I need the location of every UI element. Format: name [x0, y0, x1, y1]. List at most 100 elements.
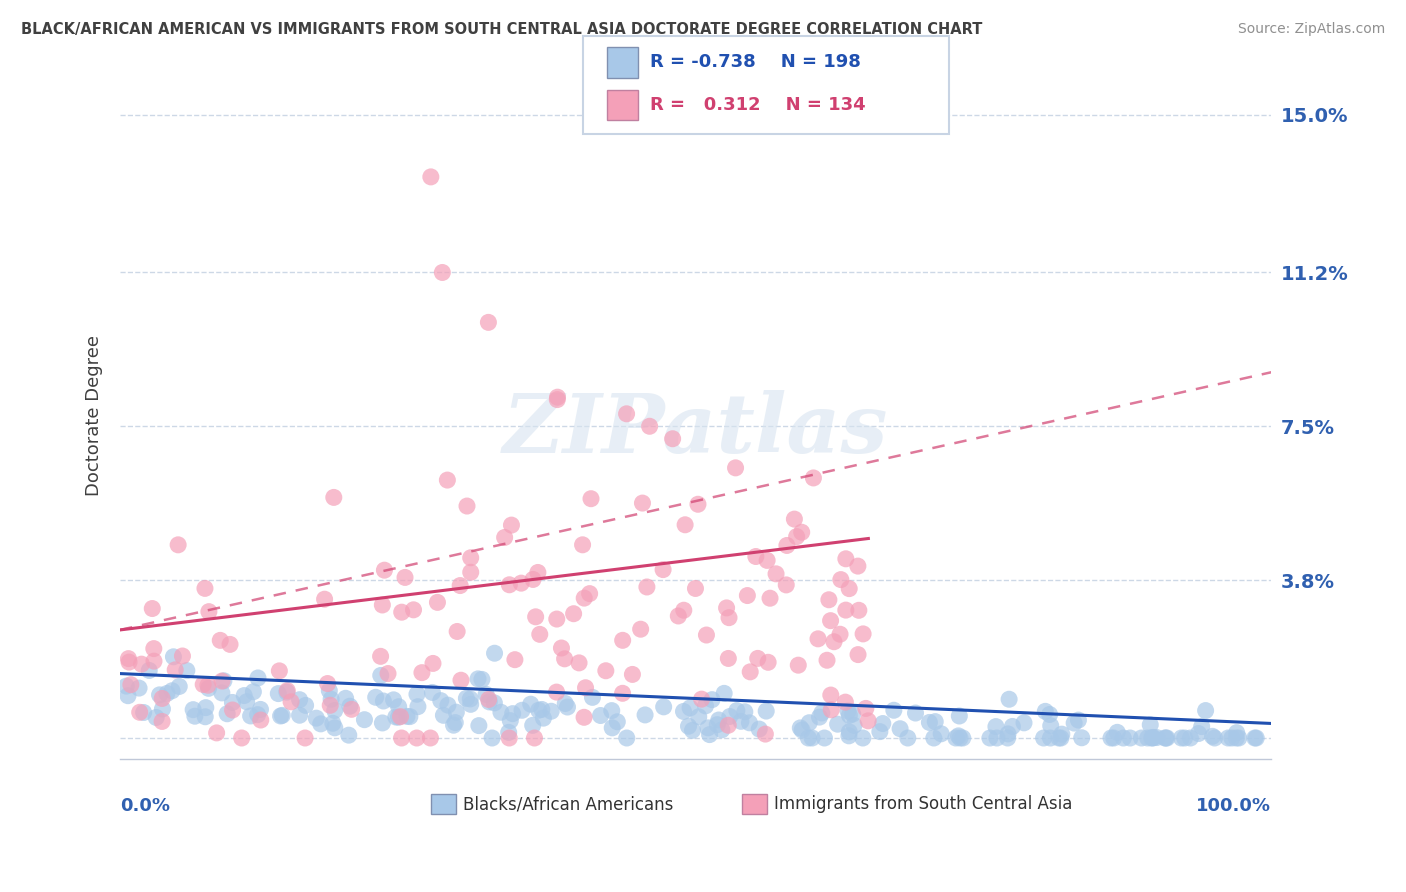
- Point: [756, 655, 779, 669]
- Point: [309, 717, 332, 731]
- Point: [1067, 713, 1090, 727]
- Point: [337, 728, 360, 742]
- Point: [510, 703, 533, 717]
- Bar: [430, 795, 456, 814]
- Point: [997, 727, 1019, 741]
- Point: [685, 582, 707, 596]
- Point: [574, 591, 596, 606]
- Point: [276, 685, 298, 699]
- Point: [820, 688, 842, 702]
- Point: [1070, 731, 1092, 745]
- Point: [789, 721, 811, 735]
- Point: [167, 538, 190, 552]
- Point: [323, 704, 346, 718]
- Point: [150, 714, 173, 729]
- Point: [672, 705, 695, 719]
- Point: [546, 612, 568, 626]
- Point: [193, 677, 215, 691]
- Point: [1102, 731, 1125, 745]
- Point: [797, 731, 820, 745]
- Point: [422, 685, 444, 699]
- Point: [838, 725, 860, 739]
- Point: [436, 473, 458, 487]
- Point: [194, 700, 217, 714]
- Point: [502, 706, 524, 721]
- Point: [271, 708, 294, 723]
- Point: [267, 687, 290, 701]
- Point: [481, 731, 503, 745]
- Point: [1032, 731, 1054, 745]
- Point: [841, 706, 863, 721]
- Point: [606, 714, 628, 729]
- Point: [1107, 725, 1129, 739]
- Point: [219, 637, 242, 651]
- Point: [811, 706, 834, 720]
- Point: [904, 706, 927, 720]
- Point: [294, 698, 316, 713]
- Point: [631, 496, 654, 510]
- Point: [498, 725, 520, 739]
- Point: [568, 656, 591, 670]
- Point: [813, 731, 835, 745]
- Point: [1047, 731, 1070, 745]
- Point: [846, 648, 869, 662]
- Point: [1001, 719, 1024, 733]
- Point: [589, 708, 612, 723]
- Point: [815, 653, 838, 667]
- Point: [1112, 731, 1135, 745]
- Bar: [742, 795, 768, 814]
- Point: [922, 731, 945, 745]
- Point: [217, 706, 239, 721]
- Point: [115, 679, 138, 693]
- Point: [986, 731, 1008, 745]
- Point: [979, 731, 1001, 745]
- Point: [460, 698, 482, 712]
- Point: [686, 497, 709, 511]
- Point: [314, 592, 336, 607]
- Point: [389, 709, 412, 723]
- Point: [842, 718, 865, 732]
- Point: [949, 731, 972, 745]
- Point: [889, 722, 911, 736]
- Point: [574, 681, 596, 695]
- Point: [661, 432, 683, 446]
- Point: [673, 517, 696, 532]
- Point: [855, 701, 877, 715]
- Point: [787, 658, 810, 673]
- Point: [929, 727, 952, 741]
- Point: [522, 573, 544, 587]
- Point: [818, 592, 841, 607]
- Point: [1227, 731, 1250, 745]
- Point: [765, 566, 787, 581]
- Point: [1154, 731, 1177, 745]
- Text: Blacks/African Americans: Blacks/African Americans: [463, 795, 673, 813]
- Point: [198, 605, 221, 619]
- Point: [205, 726, 228, 740]
- Point: [713, 686, 735, 700]
- Point: [402, 603, 425, 617]
- Point: [679, 701, 702, 715]
- Point: [444, 715, 467, 730]
- Point: [852, 627, 875, 641]
- Point: [1140, 731, 1163, 745]
- Point: [734, 705, 756, 719]
- Point: [280, 695, 302, 709]
- Point: [636, 580, 658, 594]
- Point: [820, 614, 842, 628]
- Point: [1243, 731, 1265, 745]
- Point: [394, 570, 416, 584]
- Point: [446, 705, 468, 719]
- Point: [759, 591, 782, 606]
- Point: [820, 703, 842, 717]
- Point: [803, 471, 825, 485]
- Point: [745, 549, 768, 564]
- Point: [321, 692, 343, 706]
- Point: [717, 610, 740, 624]
- Point: [498, 731, 520, 745]
- Point: [426, 595, 449, 609]
- Point: [167, 680, 190, 694]
- Point: [554, 697, 576, 711]
- Point: [572, 710, 595, 724]
- Point: [1220, 731, 1243, 745]
- Point: [523, 731, 546, 745]
